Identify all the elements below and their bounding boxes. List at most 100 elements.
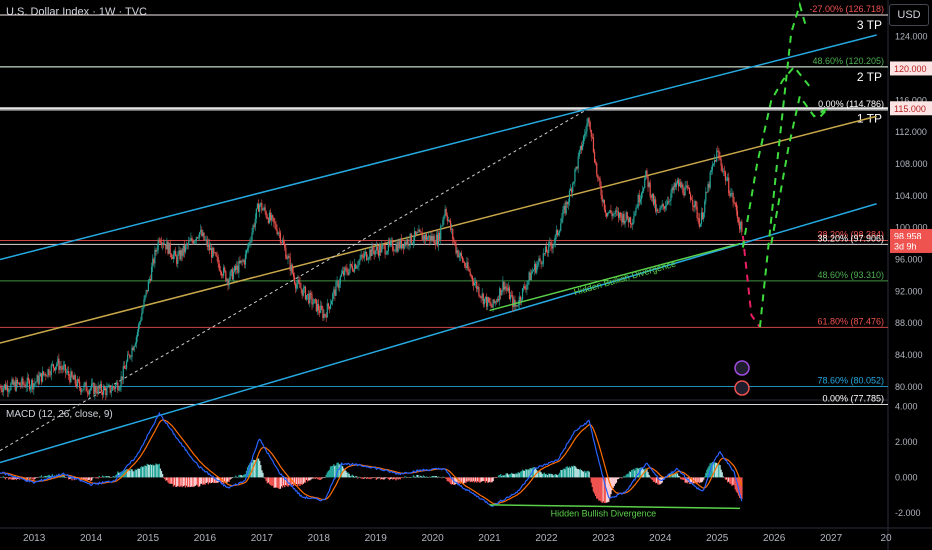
candle-body [314, 299, 316, 300]
macd-bar [250, 462, 252, 478]
candle-body [50, 364, 52, 376]
macd-bar [495, 477, 498, 478]
candle-body [381, 245, 383, 253]
candle-body [346, 268, 348, 273]
candle-body [166, 241, 168, 250]
macd-bar [414, 477, 417, 478]
macd-bar [506, 473, 508, 478]
candle-body [561, 218, 563, 224]
candle-body [26, 377, 28, 387]
macd-bar [99, 477, 102, 478]
time-tick-label: 2018 [308, 533, 331, 544]
candle-body [333, 289, 335, 294]
candle-body [433, 236, 435, 244]
candle-body [12, 379, 14, 385]
macd-bar [132, 471, 134, 478]
macd-bar [673, 473, 675, 478]
macd-bar [130, 469, 132, 478]
currency-button[interactable]: USD [889, 4, 929, 26]
candle-body [444, 209, 446, 216]
macd-bar [603, 477, 606, 504]
macd-bar [195, 477, 198, 485]
price-tag-bg [890, 238, 932, 253]
candle-body [493, 299, 495, 304]
candle-body [528, 272, 530, 281]
macd-bar [194, 477, 196, 486]
candle-body [729, 193, 731, 196]
macd-bar [555, 474, 558, 478]
candle-body [10, 383, 12, 390]
candle-body [360, 254, 362, 259]
candle-body [724, 171, 727, 181]
candle-body [65, 372, 68, 373]
candle-body [430, 235, 432, 241]
macd-bar [716, 463, 718, 478]
candle-body [550, 242, 552, 246]
candle-body [118, 389, 120, 391]
time-tick-label: 20 [880, 533, 892, 544]
candle-body [404, 241, 406, 249]
macd-bar [472, 477, 475, 482]
macd-bar [445, 477, 447, 480]
macd-bar [572, 466, 574, 478]
macd-bar [441, 477, 443, 479]
macd-bar [191, 477, 193, 487]
candle-body [300, 287, 302, 290]
candle-body [494, 301, 496, 304]
macd-bar [599, 477, 601, 501]
macd-bar [142, 467, 144, 478]
candle-body [338, 283, 340, 288]
candle-body [241, 260, 243, 262]
candle-body [11, 379, 13, 384]
candle-body [388, 241, 391, 245]
candle-body [445, 209, 447, 216]
candle-body [275, 223, 277, 230]
macd-bar [47, 475, 49, 478]
candle-body [274, 222, 276, 224]
lightning-icon [734, 360, 750, 376]
macd-bar [524, 470, 526, 478]
macd-bar [386, 477, 388, 479]
candle-body [566, 201, 568, 205]
candle-body [212, 248, 214, 258]
candle-body [145, 290, 147, 296]
macd-bar [450, 477, 453, 485]
candle-body [538, 258, 540, 263]
macd-bar [507, 474, 510, 478]
candle-body [194, 240, 196, 242]
candle-body [428, 235, 430, 238]
macd-bar [611, 477, 613, 491]
macd-bar [288, 477, 290, 486]
macd-bar [633, 468, 635, 478]
macd-bar [538, 470, 540, 478]
candle-body [412, 240, 415, 243]
candle-body [367, 259, 369, 260]
candle-body [315, 299, 317, 312]
macd-bar [448, 477, 451, 483]
macd-bar [285, 477, 287, 486]
macd-bar [719, 465, 721, 478]
candle-body [286, 258, 288, 260]
candle-body [684, 186, 686, 196]
macd-bar [40, 475, 43, 478]
macd-bar [677, 475, 680, 478]
macd-bar [560, 469, 562, 478]
candle-body [27, 377, 29, 381]
candle-body [593, 152, 596, 163]
candle-body [268, 212, 271, 223]
candle-body [488, 297, 490, 303]
candle-body [55, 366, 57, 371]
candle-body [609, 210, 611, 213]
candle-body [446, 215, 448, 221]
macd-bar [435, 476, 438, 478]
candle-body [112, 386, 115, 388]
candle-body [146, 290, 148, 292]
macd-bar [133, 471, 135, 478]
candle-body [610, 210, 612, 214]
macd-bar [365, 477, 368, 480]
candle-body [675, 183, 677, 187]
candle-body [113, 387, 116, 389]
macd-bar [682, 477, 684, 480]
macd-bar [621, 477, 623, 479]
